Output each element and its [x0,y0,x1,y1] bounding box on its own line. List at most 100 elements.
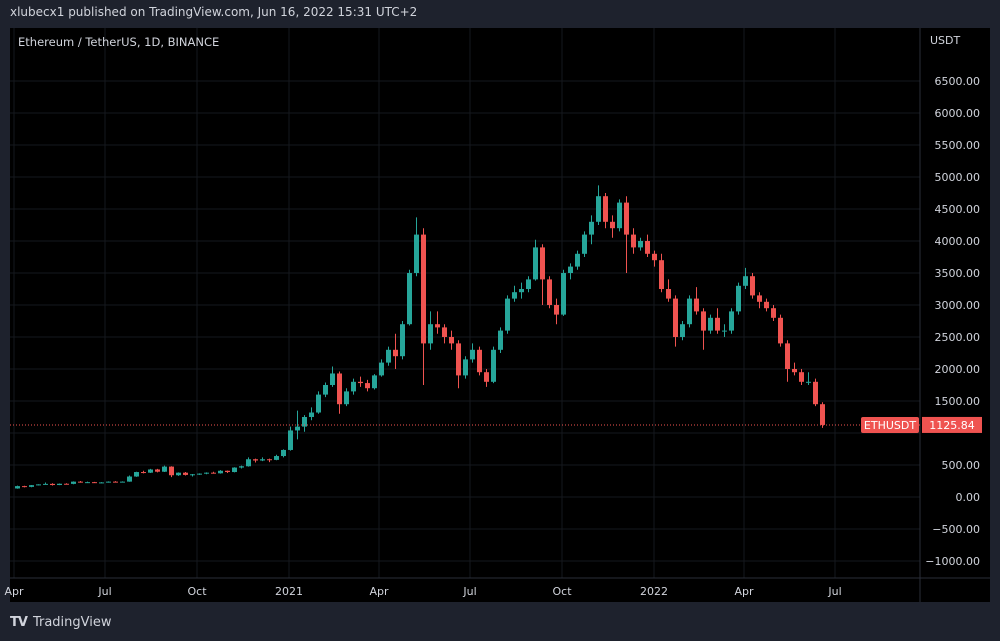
last-price-badge [922,416,982,433]
candle-body [148,469,153,473]
candle-body [729,311,734,331]
candle-body [694,298,699,312]
candle-body [715,317,720,331]
candle-body [393,349,398,357]
candle-body [295,426,300,431]
y-tick-label: −1000.00 [925,555,980,568]
candle-body [337,373,342,405]
candle-body [43,483,48,485]
candle-body [680,324,685,337]
candle-body [106,481,111,483]
candle-body [421,234,426,344]
chart-frame[interactable] [10,28,990,602]
candle-body [225,470,230,473]
y-tick-label: −500.00 [932,523,980,536]
candle-body [505,298,510,331]
candle-body [316,394,321,413]
y-tick-label: 3000.00 [935,299,981,312]
candle-body [631,234,636,248]
candle-body [218,470,223,474]
candle-body [169,466,174,476]
candle-body [771,308,776,318]
candle-body [365,383,370,389]
candle-body [435,324,440,328]
candle-body [582,234,587,254]
y-tick-label: 5500.00 [935,139,981,152]
x-tick-label: Apr [4,585,24,598]
candle-body [92,482,97,484]
candle-body [246,459,251,467]
footer-brand: TradingView [32,615,112,630]
candle-body [274,456,279,460]
x-tick-label: Jul [827,585,841,598]
candle-body [267,459,272,461]
candle-body [491,349,496,382]
candle-body [414,234,419,273]
candle-body [764,301,769,309]
candle-body [785,343,790,369]
candle-body [449,337,454,344]
candle-body [372,375,377,389]
x-tick-label: Jul [97,585,111,598]
candle-body [743,276,748,286]
candle-body [99,482,104,484]
candle-body [232,467,237,473]
candle-body [687,298,692,325]
candle-body [197,473,202,475]
candle-body [799,372,804,382]
candle-body [442,327,447,337]
y-tick-label: 6500.00 [935,75,981,88]
candle-body [351,381,356,392]
candle-body [386,349,391,363]
candle-body [645,241,650,254]
candle-body [239,466,244,468]
candle-body [344,391,349,405]
candle-body [407,273,412,325]
candle-body [120,481,125,483]
candle-body [659,260,664,289]
candle-body [722,330,727,332]
y-tick-label: 4000.00 [935,235,981,248]
candle-body [736,285,741,312]
candle-body [673,298,678,337]
candle-body [330,373,335,385]
candle-body [253,459,258,461]
candle-body [470,349,475,360]
candle-body [701,311,706,331]
candle-body [750,276,755,296]
chart-title: Ethereum / TetherUS, 1D, BINANCE [18,35,220,49]
candle-body [666,289,671,299]
x-tick-label: 2021 [275,585,303,598]
y-tick-label: 4500.00 [935,203,981,216]
candle-body [638,241,643,248]
x-tick-label: 2022 [640,585,668,598]
candle-body [281,449,286,457]
x-tick-label: Apr [369,585,389,598]
candle-body [162,466,167,472]
x-tick-label: Oct [187,585,207,598]
candle-body [50,483,55,486]
candle-body [190,474,195,476]
candle-body [288,430,293,450]
candle-body [617,202,622,229]
candle-body [400,324,405,357]
candle-body [428,324,433,344]
candle-body [358,381,363,384]
tradingview-logo-icon: TV [10,615,28,630]
candle-body [78,481,83,483]
candle-body [29,485,34,487]
candle-body [778,317,783,344]
candle-body [484,372,489,382]
candle-body [134,472,139,477]
candle-body [610,221,615,229]
x-tick-label: Jul [462,585,476,598]
candle-body [15,486,20,489]
y-tick-label: 2000.00 [935,363,981,376]
candle-body [624,202,629,235]
symbol-label: ETHUSDT [864,419,916,432]
candle-body [540,247,545,280]
candle-body [568,266,573,273]
publish-info: xlubecx1 published on TradingView.com, J… [10,5,418,19]
y-tick-label: 0.00 [956,491,981,504]
